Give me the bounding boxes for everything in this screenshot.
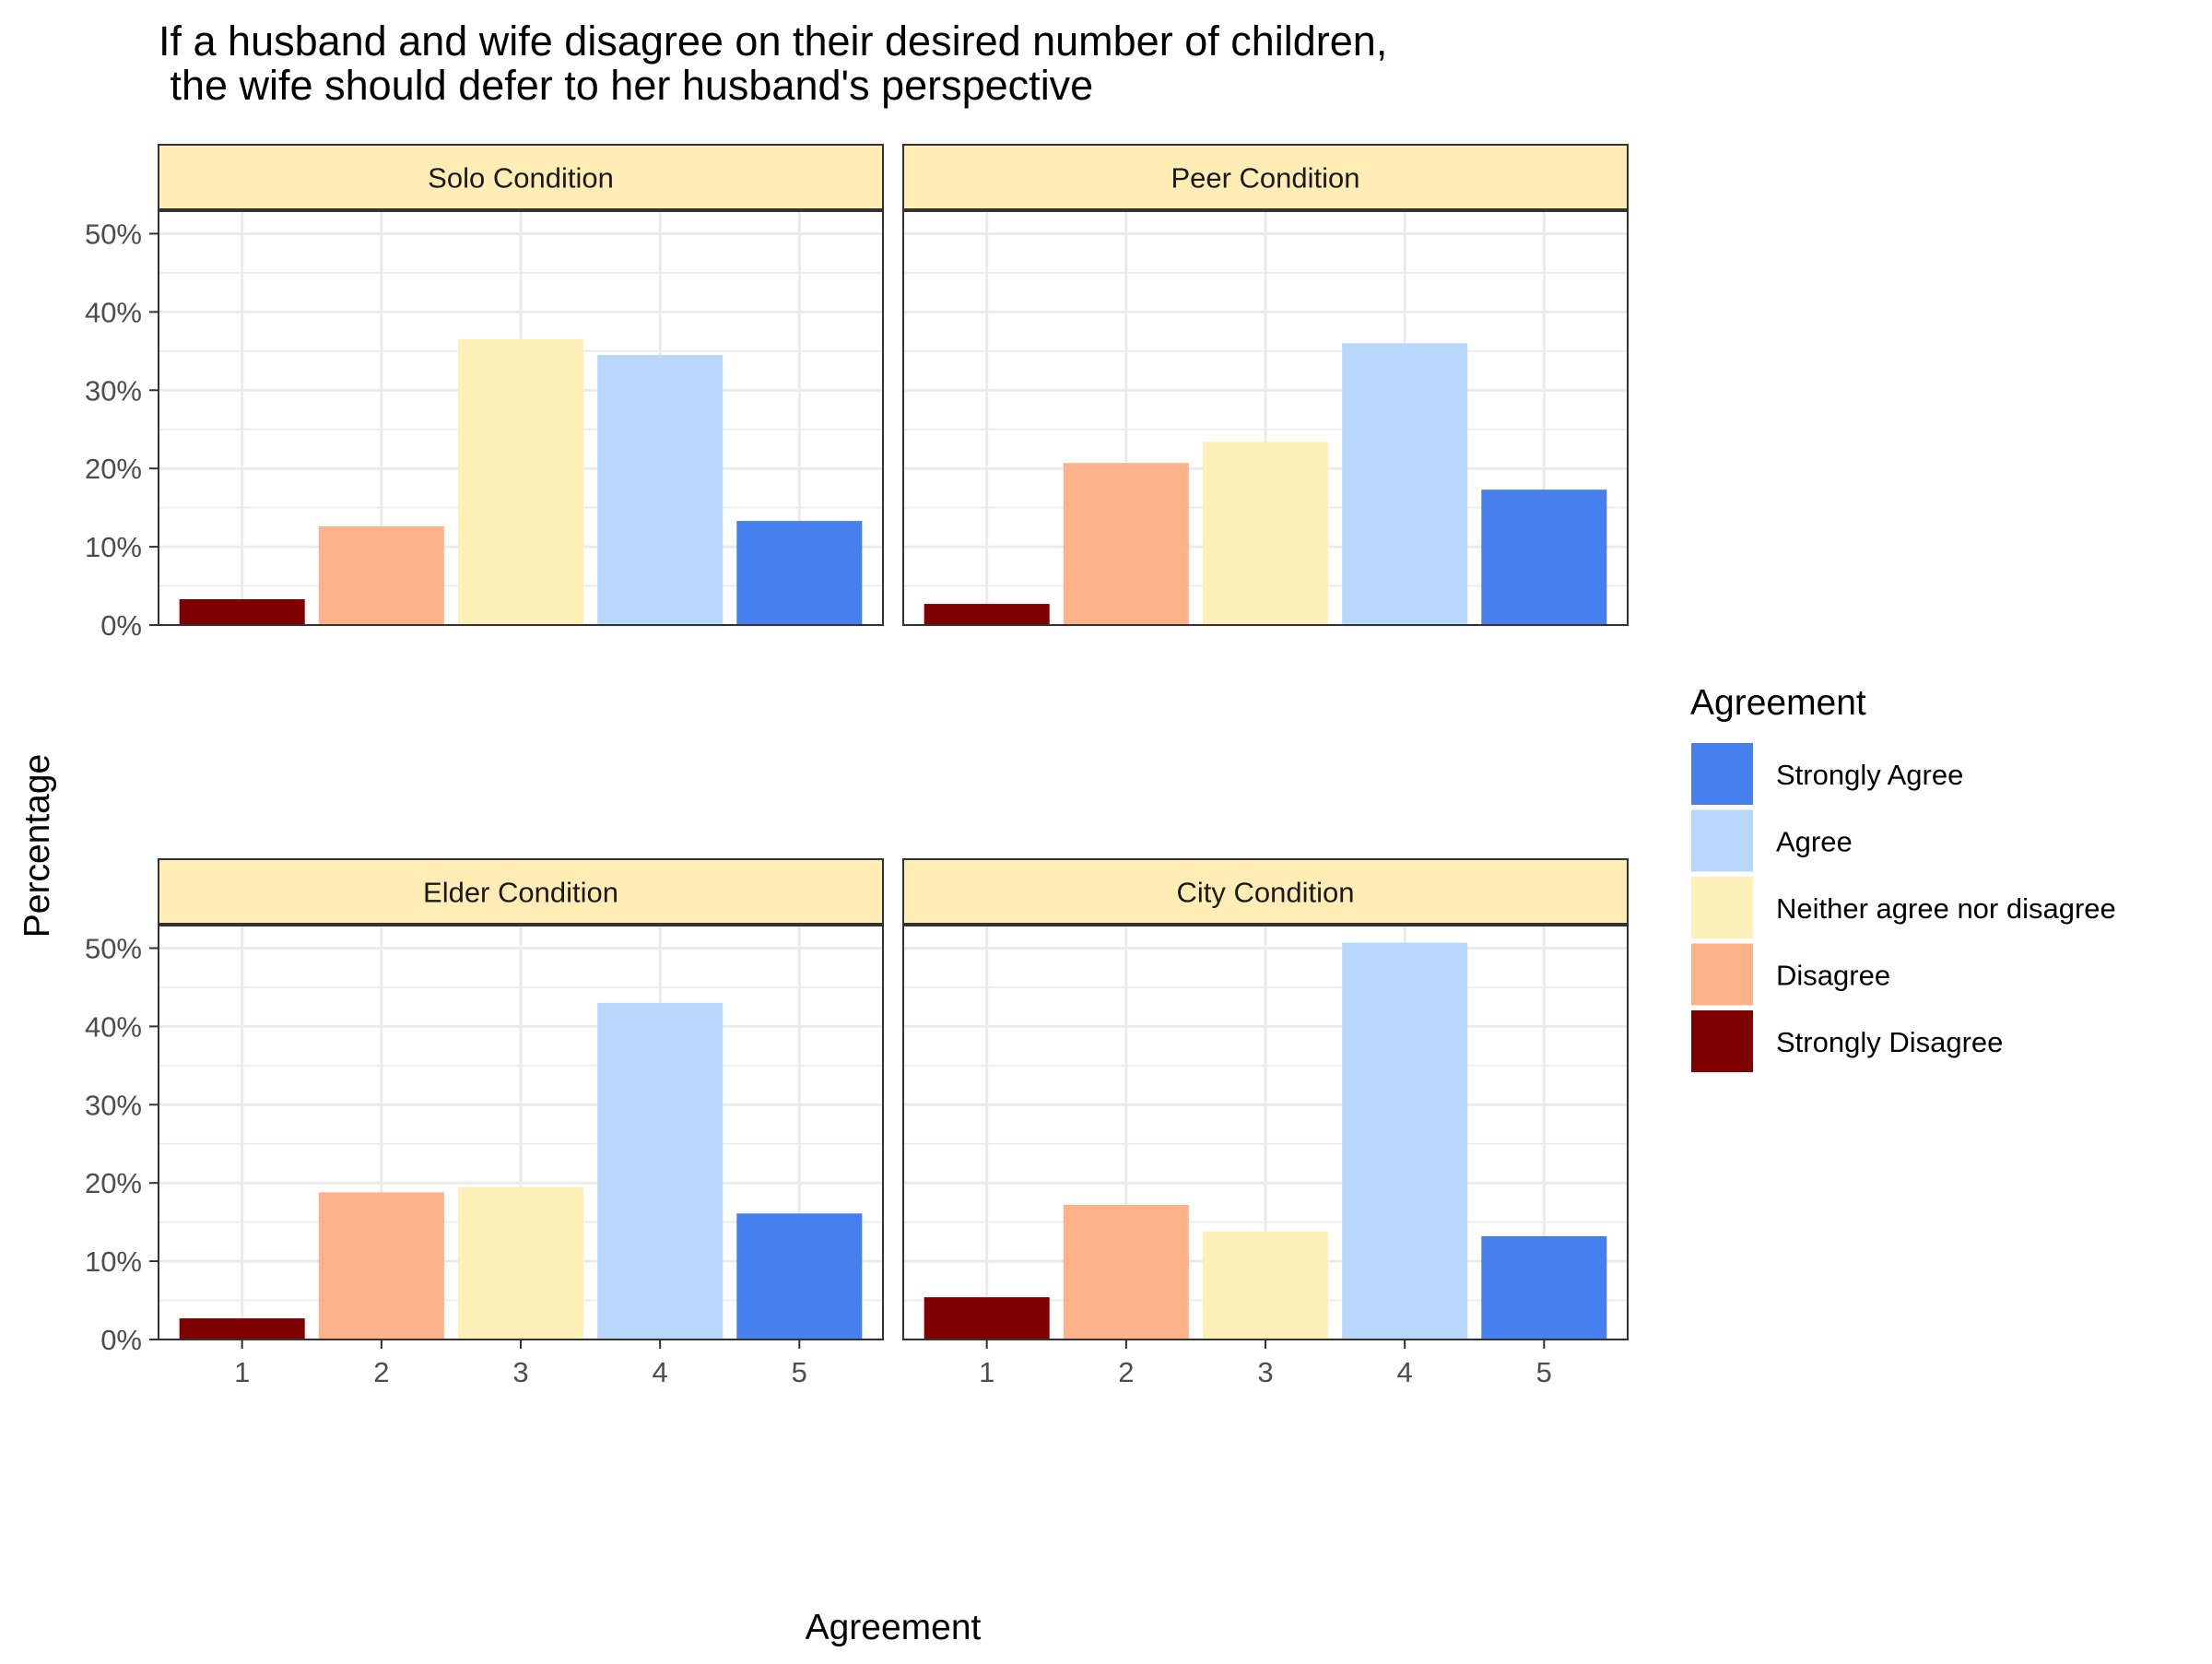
y-tick-label: 50% [85,932,142,964]
strip-background [902,858,1629,926]
y-tick-label: 50% [85,218,142,250]
bar-solo-condition-3 [457,339,584,625]
bar-solo-condition-2 [318,526,444,625]
bar-elder-condition-5 [736,1213,863,1339]
x-tick-label: 3 [1257,1356,1273,1388]
strip-label: Solo Condition [428,162,614,195]
legend-swatch [1691,1010,1753,1072]
legend-swatch [1691,743,1753,805]
y-tick-label: 30% [85,1089,142,1121]
strip-label: City Condition [1177,877,1355,909]
strip-background [158,858,884,926]
x-tick-label: 1 [234,1356,250,1388]
y-tick-label: 40% [85,296,142,328]
legend-swatch [1691,877,1753,938]
legend-label: Agree [1776,826,1853,858]
y-tick-label: 30% [85,374,142,407]
x-tick-label: 2 [1118,1356,1134,1388]
bar-city-condition-4 [1342,942,1468,1339]
strip-label: Peer Condition [1171,162,1359,195]
bar-peer-condition-5 [1481,490,1607,625]
legend-title: Agreement [1690,683,1866,723]
x-tick-label: 3 [512,1356,528,1388]
legend-label: Neither agree nor disagree [1776,892,2116,925]
x-tick-label: 4 [1397,1356,1413,1388]
strip-label: Elder Condition [423,877,618,909]
bar-city-condition-3 [1202,1231,1329,1339]
legend-label: Disagree [1776,960,1890,992]
x-tick-label: 5 [1536,1356,1552,1388]
legend-swatch [1691,943,1753,1006]
y-tick-label: 0% [100,609,142,642]
bar-elder-condition-1 [179,1318,305,1339]
bar-city-condition-2 [1063,1204,1189,1339]
bar-elder-condition-4 [597,1002,724,1339]
y-tick-label: 0% [100,1324,142,1356]
chart-title-line: If a husband and wife disagree on their … [159,18,1387,65]
x-axis-title: Agreement [806,1608,982,1647]
x-tick-label: 1 [979,1356,994,1388]
bar-peer-condition-2 [1063,463,1189,625]
bar-peer-condition-3 [1202,442,1329,625]
bar-peer-condition-4 [1342,343,1468,625]
bar-elder-condition-2 [318,1192,444,1339]
y-tick-label: 40% [85,1010,142,1043]
y-tick-label: 10% [85,531,142,563]
bar-peer-condition-1 [924,604,1050,625]
x-tick-label: 2 [373,1356,389,1388]
x-tick-label: 5 [792,1356,807,1388]
legend-swatch [1691,809,1753,872]
y-tick-label: 10% [85,1245,142,1278]
y-axis-title: Percentage [18,754,57,938]
bar-city-condition-5 [1481,1235,1607,1339]
bar-solo-condition-1 [179,598,305,625]
bar-elder-condition-3 [457,1186,584,1339]
y-tick-label: 20% [85,453,142,485]
bar-solo-condition-4 [597,355,724,625]
bar-city-condition-1 [924,1297,1050,1339]
legend-label: Strongly Disagree [1776,1026,2003,1058]
chart-title-line: the wife should defer to her husband's p… [159,62,1093,109]
bar-solo-condition-5 [736,521,863,625]
x-tick-label: 4 [653,1356,668,1388]
y-tick-label: 20% [85,1167,142,1199]
legend-label: Strongly Agree [1776,759,1963,791]
